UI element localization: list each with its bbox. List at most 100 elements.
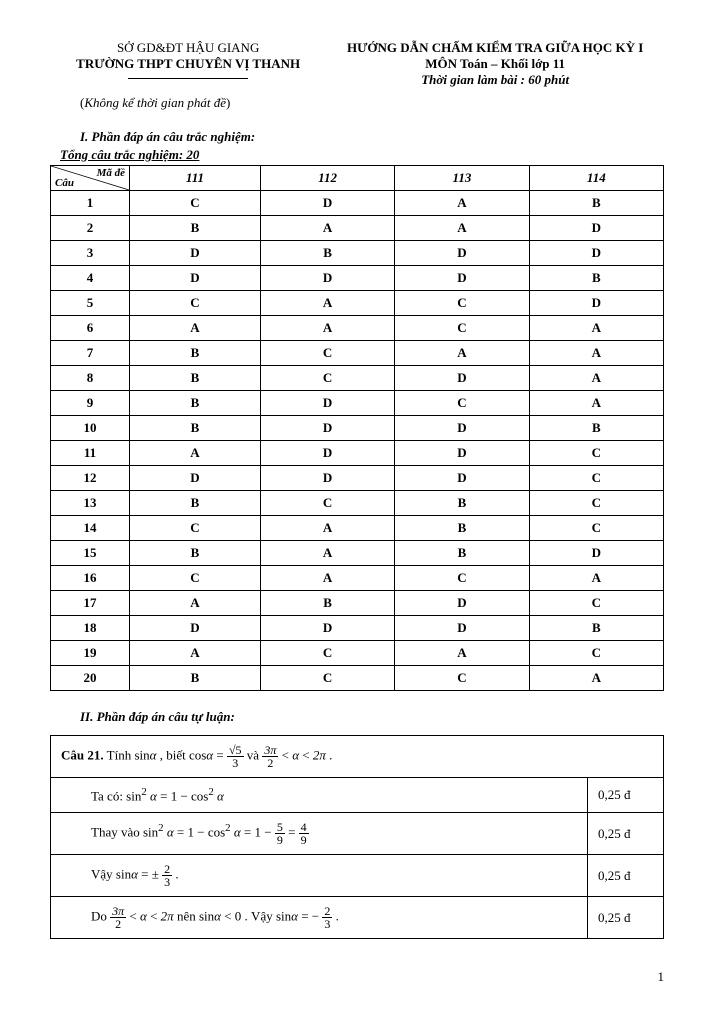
q21-step: Vậy sinα = ± 23 . (51, 855, 588, 897)
question-num: 14 (51, 516, 130, 541)
answer-cell: A (529, 566, 663, 591)
answer-cell: B (529, 266, 663, 291)
answer-cell: D (260, 391, 394, 416)
answer-cell: D (395, 466, 529, 491)
answer-cell: A (260, 291, 394, 316)
answer-cell: B (529, 416, 663, 441)
answer-cell: C (260, 641, 394, 666)
answer-cell: C (395, 316, 529, 341)
frac-sqrt5-3: √53 (227, 744, 244, 769)
question-num: 4 (51, 266, 130, 291)
answer-cell: D (260, 441, 394, 466)
answer-cell: A (395, 191, 529, 216)
section2-title: II. Phần đáp án câu tự luận: (80, 709, 664, 725)
answer-cell: D (395, 266, 529, 291)
answer-cell: C (395, 291, 529, 316)
table-row: 2BAAD (51, 216, 664, 241)
question-num: 8 (51, 366, 130, 391)
table-row: 12DDDC (51, 466, 664, 491)
answer-cell: C (529, 516, 663, 541)
answer-cell: B (130, 391, 261, 416)
table-row: 3DBDD (51, 241, 664, 266)
answer-cell: D (395, 366, 529, 391)
code-col: 114 (529, 166, 663, 191)
code-col: 113 (395, 166, 529, 191)
answer-cell: C (529, 466, 663, 491)
q21-step: Ta có: sin2 α = 1 − cos2 α (51, 778, 588, 813)
answer-cell: D (260, 416, 394, 441)
answer-cell: A (395, 216, 529, 241)
answer-cell: C (260, 341, 394, 366)
answer-cell: C (395, 566, 529, 591)
answer-cell: D (260, 191, 394, 216)
answer-cell: C (529, 641, 663, 666)
question-num: 2 (51, 216, 130, 241)
section1-subtitle: Tổng câu trắc nghiệm: 20 (60, 147, 664, 163)
answer-table: Mã đề Câu 111 112 113 114 1CDAB2BAAD3DBD… (50, 165, 664, 691)
answer-cell: C (395, 666, 529, 691)
answer-cell: C (130, 516, 261, 541)
table-row: 10BDDB (51, 416, 664, 441)
answer-cell: C (130, 291, 261, 316)
answer-cell: A (130, 316, 261, 341)
question-num: 6 (51, 316, 130, 341)
answer-cell: D (130, 616, 261, 641)
answer-cell: D (130, 466, 261, 491)
table-row: 16CACA (51, 566, 664, 591)
answer-cell: C (260, 491, 394, 516)
answer-cell: B (395, 541, 529, 566)
answer-cell: B (395, 491, 529, 516)
q21-step: Do 3π2 < α < 2π nên sinα < 0 . Vậy sinα … (51, 897, 588, 939)
answer-cell: B (260, 591, 394, 616)
answer-cell: B (130, 341, 261, 366)
answer-cell: A (130, 641, 261, 666)
title-line-1: HƯỚNG DẪN CHẤM KIỂM TRA GIỮA HỌC KỲ I (326, 40, 664, 56)
table-row: 4DDDB (51, 266, 664, 291)
answer-cell: A (529, 366, 663, 391)
table-row: 19ACAC (51, 641, 664, 666)
table-row: 14CABC (51, 516, 664, 541)
table-row: 1CDAB (51, 191, 664, 216)
answer-cell: A (130, 591, 261, 616)
answer-cell: D (260, 616, 394, 641)
question-num: 15 (51, 541, 130, 566)
answer-cell: B (130, 366, 261, 391)
answer-cell: D (529, 241, 663, 266)
answer-cell: D (395, 441, 529, 466)
table-row: 7BCAA (51, 341, 664, 366)
answer-cell: C (395, 391, 529, 416)
q21-prompt-row: Câu 21. Tính sinα , biết cosα = √53 và 3… (51, 736, 664, 778)
frac-3pi-2: 3π2 (262, 744, 278, 769)
points-cell: 0,25 đ (588, 855, 664, 897)
answer-cell: A (529, 341, 663, 366)
points-cell: 0,25 đ (588, 897, 664, 939)
table-row: 8BCDA (51, 366, 664, 391)
answer-cell: B (395, 516, 529, 541)
answer-cell: A (395, 341, 529, 366)
q21-step-row: Thay vào sin2 α = 1 − cos2 α = 1 − 59 = … (51, 813, 664, 855)
answer-cell: C (130, 191, 261, 216)
answer-cell: D (529, 216, 663, 241)
answer-cell: D (130, 266, 261, 291)
table-row: 15BABD (51, 541, 664, 566)
time-note: (Không kể thời gian phát đề) (80, 95, 664, 111)
diag-top-label: Mã đề (97, 167, 125, 179)
answer-cell: B (260, 241, 394, 266)
header-right: HƯỚNG DẪN CHẤM KIỂM TRA GIỮA HỌC KỲ I MÔ… (326, 40, 664, 89)
question-num: 20 (51, 666, 130, 691)
points-cell: 0,25 đ (588, 778, 664, 813)
q21-step-row: Vậy sinα = ± 23 . 0,25 đ (51, 855, 664, 897)
diag-bot-label: Câu (55, 177, 74, 189)
answer-cell: D (395, 616, 529, 641)
question-num: 9 (51, 391, 130, 416)
title-line-3: Thời gian làm bài : 60 phút (326, 72, 664, 88)
answer-cell: A (395, 641, 529, 666)
q21-step: Thay vào sin2 α = 1 − cos2 α = 1 − 59 = … (51, 813, 588, 855)
answer-cell: A (529, 666, 663, 691)
question-num: 11 (51, 441, 130, 466)
table-row: 20BCCA (51, 666, 664, 691)
answer-cell: B (529, 616, 663, 641)
table-row: 9BDCA (51, 391, 664, 416)
answer-cell: D (260, 266, 394, 291)
question-num: 10 (51, 416, 130, 441)
